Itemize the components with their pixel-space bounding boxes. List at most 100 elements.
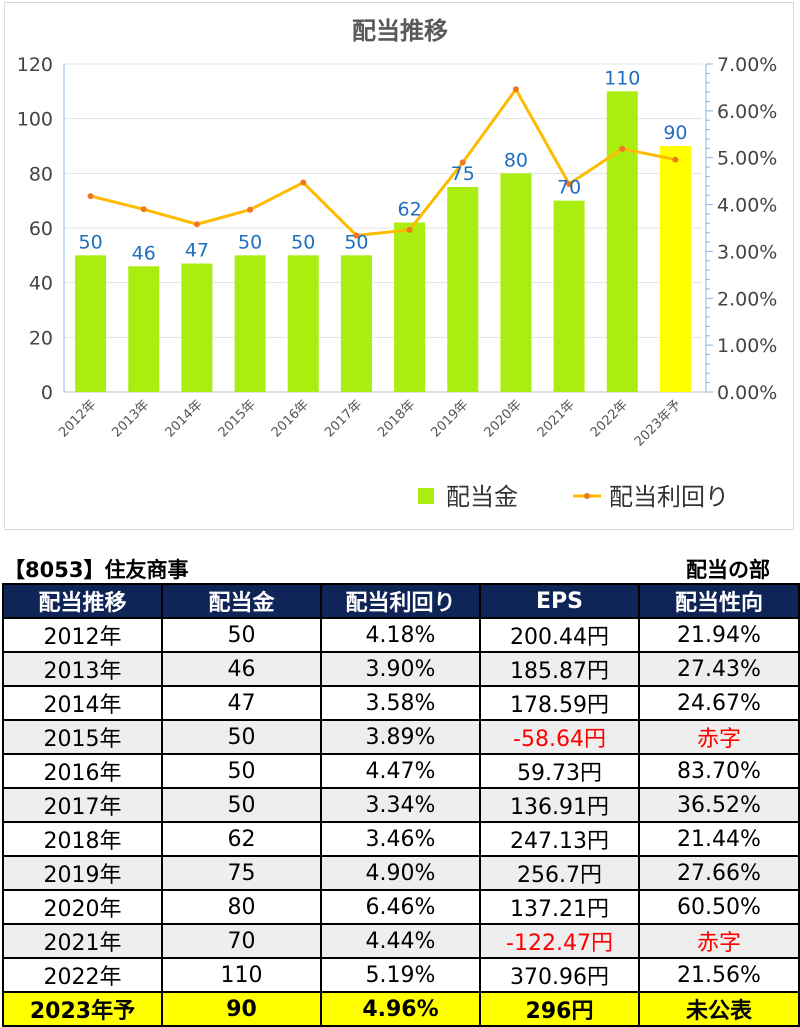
table-row: 2016年 50 4.47% 59.73円 83.70%	[2, 753, 800, 789]
y-right-tick-label: 2.00%	[717, 288, 777, 310]
header-payout-ratio: 配当性向	[638, 583, 800, 619]
x-tick-label: 2012年	[56, 397, 99, 440]
yield-point	[247, 206, 254, 213]
year-cell: 2022年	[2, 957, 163, 993]
dividend-cell: 62	[161, 821, 322, 857]
y-right-tick-label: 7.00%	[717, 54, 777, 76]
eps-cell: 59.73円	[479, 753, 640, 789]
x-tick-label: 2022年	[588, 397, 631, 440]
bar	[340, 255, 372, 392]
bar-data-label: 75	[451, 163, 475, 185]
year-cell: 2018年	[2, 821, 163, 857]
eps-cell: -122.47円	[479, 923, 640, 959]
payout-cell: 未公表	[638, 991, 800, 1027]
x-tick-label: 2020年	[482, 397, 525, 440]
x-tick-label: 2015年	[216, 397, 259, 440]
year-cell: 2014年	[2, 685, 163, 721]
payout-cell: 赤字	[638, 719, 800, 755]
y-left-tick-label: 100	[17, 109, 53, 131]
y-left-tick-label: 120	[17, 54, 53, 76]
header-eps: EPS	[479, 583, 640, 619]
bar-forecast	[659, 146, 691, 392]
yield-point	[193, 221, 200, 228]
x-tick-label: 2013年	[109, 397, 152, 440]
chart-frame: 配当推移 0 20 40 60 80 100 120 0.00% 1.00% 2.00% 3.00% 4…	[4, 2, 794, 530]
x-tick-label: 2017年	[322, 397, 365, 440]
bar	[606, 91, 638, 392]
payout-cell: 21.56%	[638, 957, 800, 993]
legend-bar-label: 配当金	[446, 483, 518, 511]
bar	[553, 200, 585, 392]
table-row: 2012年 50 4.18% 200.44円 21.94%	[2, 617, 800, 653]
x-tick-label: 2023年予	[632, 397, 684, 449]
dividend-cell: 46	[161, 651, 322, 687]
bar	[394, 222, 426, 392]
table-row: 2015年 50 3.89% -58.64円 赤字	[2, 719, 800, 755]
dividend-cell: 80	[161, 889, 322, 925]
bar	[234, 255, 266, 392]
y-left-tick-label: 60	[29, 218, 53, 240]
y-left-tick-label: 0	[41, 382, 53, 404]
y-right-tick-label: 0.00%	[717, 382, 777, 404]
dividend-cell: 50	[161, 719, 322, 755]
year-cell: 2023年予	[2, 991, 163, 1027]
year-cell: 2020年	[2, 889, 163, 925]
yield-cell: 3.46%	[320, 821, 481, 857]
table-row: 2014年 47 3.58% 178.59円 24.67%	[2, 685, 800, 721]
bar-data-label: 50	[78, 231, 102, 253]
legend-line-label: 配当利回り	[609, 483, 729, 511]
bar-data-label: 50	[238, 231, 262, 253]
yield-point	[140, 206, 147, 213]
x-tick-label: 2016年	[269, 397, 312, 440]
y-right-tick-label: 6.00%	[717, 101, 777, 123]
bar-data-label: 50	[291, 231, 315, 253]
table-row: 2022年 110 5.19% 370.96円 21.56%	[2, 957, 800, 993]
section-label: 配当の部	[686, 558, 770, 582]
company-title: 【8053】住友商事	[4, 558, 189, 582]
header-dividend-history: 配当推移	[2, 583, 163, 619]
eps-cell: 247.13円	[479, 821, 640, 857]
y-left-tick-label: 40	[29, 273, 53, 295]
dividend-chart: 配当推移 0 20 40 60 80 100 120 0.00% 1.00% 2.00% 3.00% 4…	[17, 17, 778, 511]
bar-data-label: 62	[397, 199, 421, 221]
payout-cell: 60.50%	[638, 889, 800, 925]
dividend-cell: 110	[161, 957, 322, 993]
table-row: 2013年 46 3.90% 185.87円 27.43%	[2, 651, 800, 687]
chart-title: 配当推移	[352, 17, 448, 45]
eps-cell: 185.87円	[479, 651, 640, 687]
yield-cell: 3.58%	[320, 685, 481, 721]
year-cell: 2012年	[2, 617, 163, 653]
payout-cell: 27.43%	[638, 651, 800, 687]
x-tick-label: 2014年	[163, 397, 206, 440]
yield-cell: 4.96%	[320, 991, 481, 1027]
payout-cell: 21.44%	[638, 821, 800, 857]
yield-cell: 4.44%	[320, 923, 481, 959]
yield-point	[566, 180, 573, 187]
yield-cell: 5.19%	[320, 957, 481, 993]
table-caption-row: 【8053】住友商事 配当の部	[0, 554, 800, 584]
yield-line	[90, 87, 676, 237]
y-right-tick-label: 3.00%	[717, 241, 777, 263]
dividend-cell: 90	[161, 991, 322, 1027]
dividend-cell: 47	[161, 685, 322, 721]
x-tick-label: 2021年	[535, 397, 578, 440]
bar	[128, 266, 160, 392]
payout-cell: 赤字	[638, 923, 800, 959]
payout-cell: 24.67%	[638, 685, 800, 721]
yield-point	[406, 226, 413, 233]
table-row: 2020年 80 6.46% 137.21円 60.50%	[2, 889, 800, 925]
yield-cell: 4.90%	[320, 855, 481, 891]
dividend-cell: 50	[161, 753, 322, 789]
dividend-cell: 50	[161, 787, 322, 823]
y-right-tick-label: 1.00%	[717, 335, 777, 357]
dividend-table: 配当推移 配当金 配当利回り EPS 配当性向 2012年 50 4.18% 200.…	[2, 583, 800, 1027]
bar	[447, 187, 479, 392]
eps-cell: 256.7円	[479, 855, 640, 891]
header-dividend-yield: 配当利回り	[320, 583, 481, 619]
yield-point	[300, 179, 307, 186]
year-cell: 2013年	[2, 651, 163, 687]
yield-cell: 3.90%	[320, 651, 481, 687]
bar-data-label: 70	[557, 177, 581, 199]
table-header: 配当推移 配当金 配当利回り EPS 配当性向	[2, 583, 800, 619]
table-row: 2017年 50 3.34% 136.91円 36.52%	[2, 787, 800, 823]
